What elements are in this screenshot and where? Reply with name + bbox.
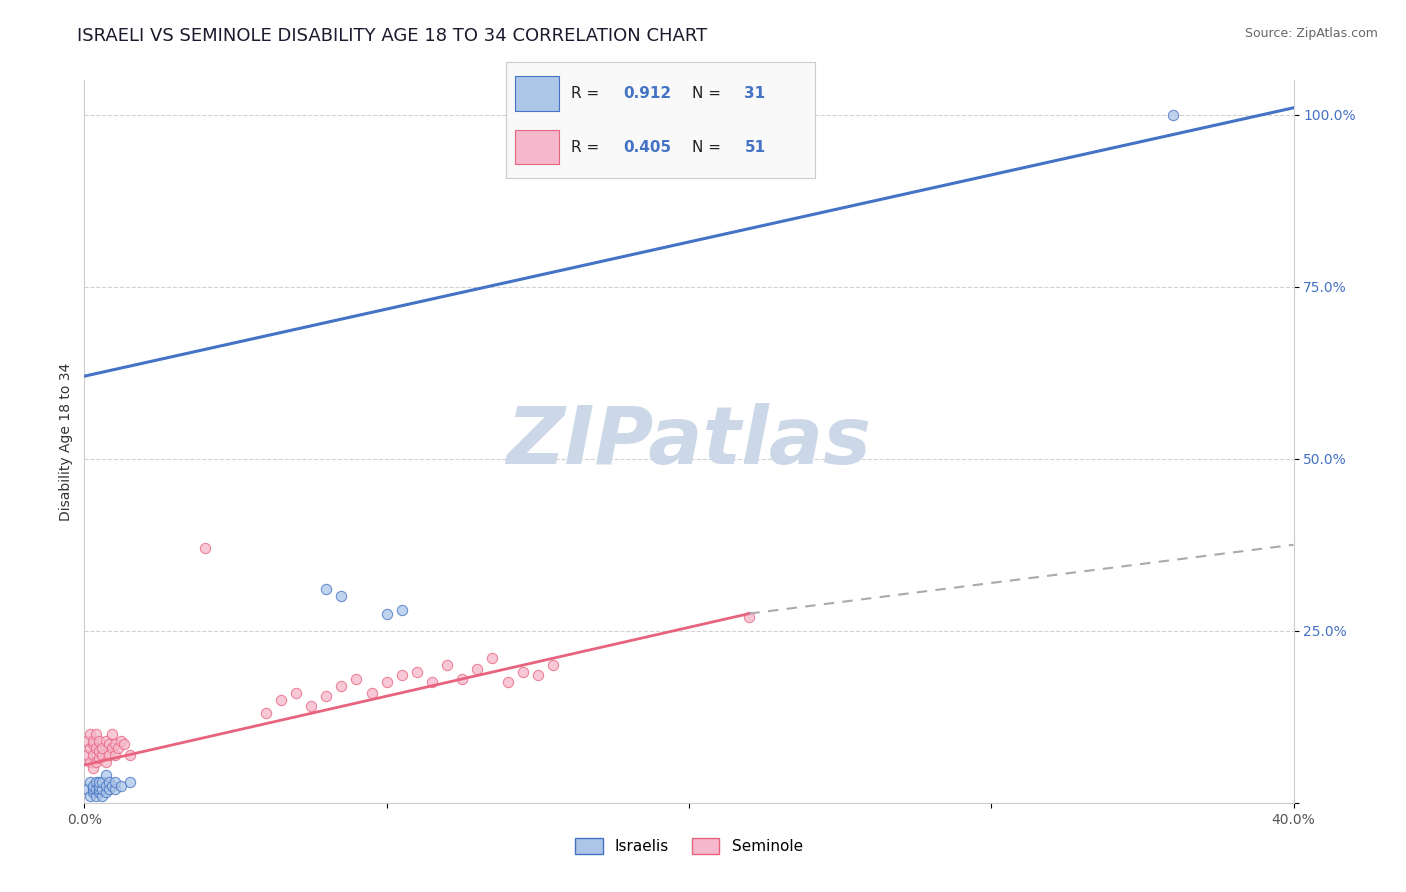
- Point: [512, 665, 534, 679]
- Text: ZIPatlas: ZIPatlas: [506, 402, 872, 481]
- Point: [104, 782, 127, 797]
- Point: [285, 686, 308, 700]
- Point: [89, 785, 111, 799]
- Point: [82, 779, 104, 793]
- Point: [91, 747, 114, 762]
- Point: [97, 775, 120, 789]
- Text: N =: N =: [692, 87, 725, 102]
- Point: [97, 737, 120, 751]
- Point: [436, 658, 458, 673]
- Y-axis label: Disability Age 18 to 34: Disability Age 18 to 34: [59, 362, 73, 521]
- Point: [76, 747, 98, 762]
- Point: [254, 706, 277, 721]
- Point: [94, 768, 117, 782]
- Point: [76, 782, 98, 797]
- Point: [76, 734, 98, 748]
- Text: R =: R =: [571, 139, 605, 154]
- Point: [94, 785, 117, 799]
- Point: [79, 789, 101, 803]
- Point: [89, 779, 111, 793]
- Text: 0.912: 0.912: [624, 87, 672, 102]
- Text: Source: ZipAtlas.com: Source: ZipAtlas.com: [1244, 27, 1378, 40]
- Point: [194, 541, 217, 556]
- Text: 31: 31: [744, 87, 765, 102]
- Point: [330, 679, 353, 693]
- Point: [100, 727, 122, 741]
- Point: [315, 582, 337, 597]
- Bar: [516, 129, 558, 164]
- Point: [406, 665, 429, 679]
- Point: [86, 775, 108, 789]
- Point: [100, 779, 122, 793]
- Point: [89, 782, 111, 797]
- Point: [104, 747, 127, 762]
- Point: [86, 740, 108, 755]
- Point: [91, 782, 114, 797]
- Text: 51: 51: [744, 139, 765, 154]
- Point: [738, 610, 761, 624]
- Point: [79, 727, 101, 741]
- Point: [541, 658, 564, 673]
- Point: [496, 675, 519, 690]
- Point: [360, 686, 382, 700]
- Point: [79, 755, 101, 769]
- Point: [89, 775, 111, 789]
- Point: [107, 740, 129, 755]
- Point: [82, 747, 104, 762]
- Point: [89, 751, 111, 765]
- Point: [82, 761, 104, 775]
- Point: [270, 692, 292, 706]
- Point: [94, 755, 117, 769]
- Point: [86, 755, 108, 769]
- Text: 0.405: 0.405: [624, 139, 672, 154]
- Point: [82, 782, 104, 797]
- Point: [94, 734, 117, 748]
- Point: [91, 789, 114, 803]
- Point: [420, 675, 443, 690]
- Point: [391, 668, 413, 682]
- Point: [86, 727, 108, 741]
- Point: [82, 734, 104, 748]
- Point: [110, 779, 132, 793]
- Point: [100, 740, 122, 755]
- Point: [97, 747, 120, 762]
- Point: [118, 747, 141, 762]
- Point: [104, 775, 127, 789]
- Point: [94, 779, 117, 793]
- Point: [110, 734, 132, 748]
- Point: [79, 775, 101, 789]
- Text: ISRAELI VS SEMINOLE DISABILITY AGE 18 TO 34 CORRELATION CHART: ISRAELI VS SEMINOLE DISABILITY AGE 18 TO…: [77, 27, 707, 45]
- Point: [112, 737, 135, 751]
- Point: [375, 675, 398, 690]
- Text: N =: N =: [692, 139, 725, 154]
- Point: [346, 672, 368, 686]
- Point: [89, 734, 111, 748]
- Text: R =: R =: [571, 87, 605, 102]
- Point: [91, 775, 114, 789]
- Legend: Israelis, Seminole: Israelis, Seminole: [569, 832, 808, 860]
- Point: [97, 782, 120, 797]
- Point: [82, 737, 104, 751]
- Bar: [516, 77, 558, 112]
- Point: [82, 785, 104, 799]
- Point: [375, 607, 398, 621]
- Point: [527, 668, 550, 682]
- Point: [481, 651, 503, 665]
- Point: [91, 740, 114, 755]
- Point: [330, 590, 353, 604]
- Point: [86, 782, 108, 797]
- Point: [451, 672, 474, 686]
- Point: [315, 689, 337, 703]
- Point: [467, 662, 489, 676]
- Point: [118, 775, 141, 789]
- Point: [1161, 108, 1184, 122]
- Point: [79, 740, 101, 755]
- Point: [89, 744, 111, 758]
- Point: [391, 603, 413, 617]
- Point: [299, 699, 322, 714]
- Point: [86, 789, 108, 803]
- Point: [104, 737, 127, 751]
